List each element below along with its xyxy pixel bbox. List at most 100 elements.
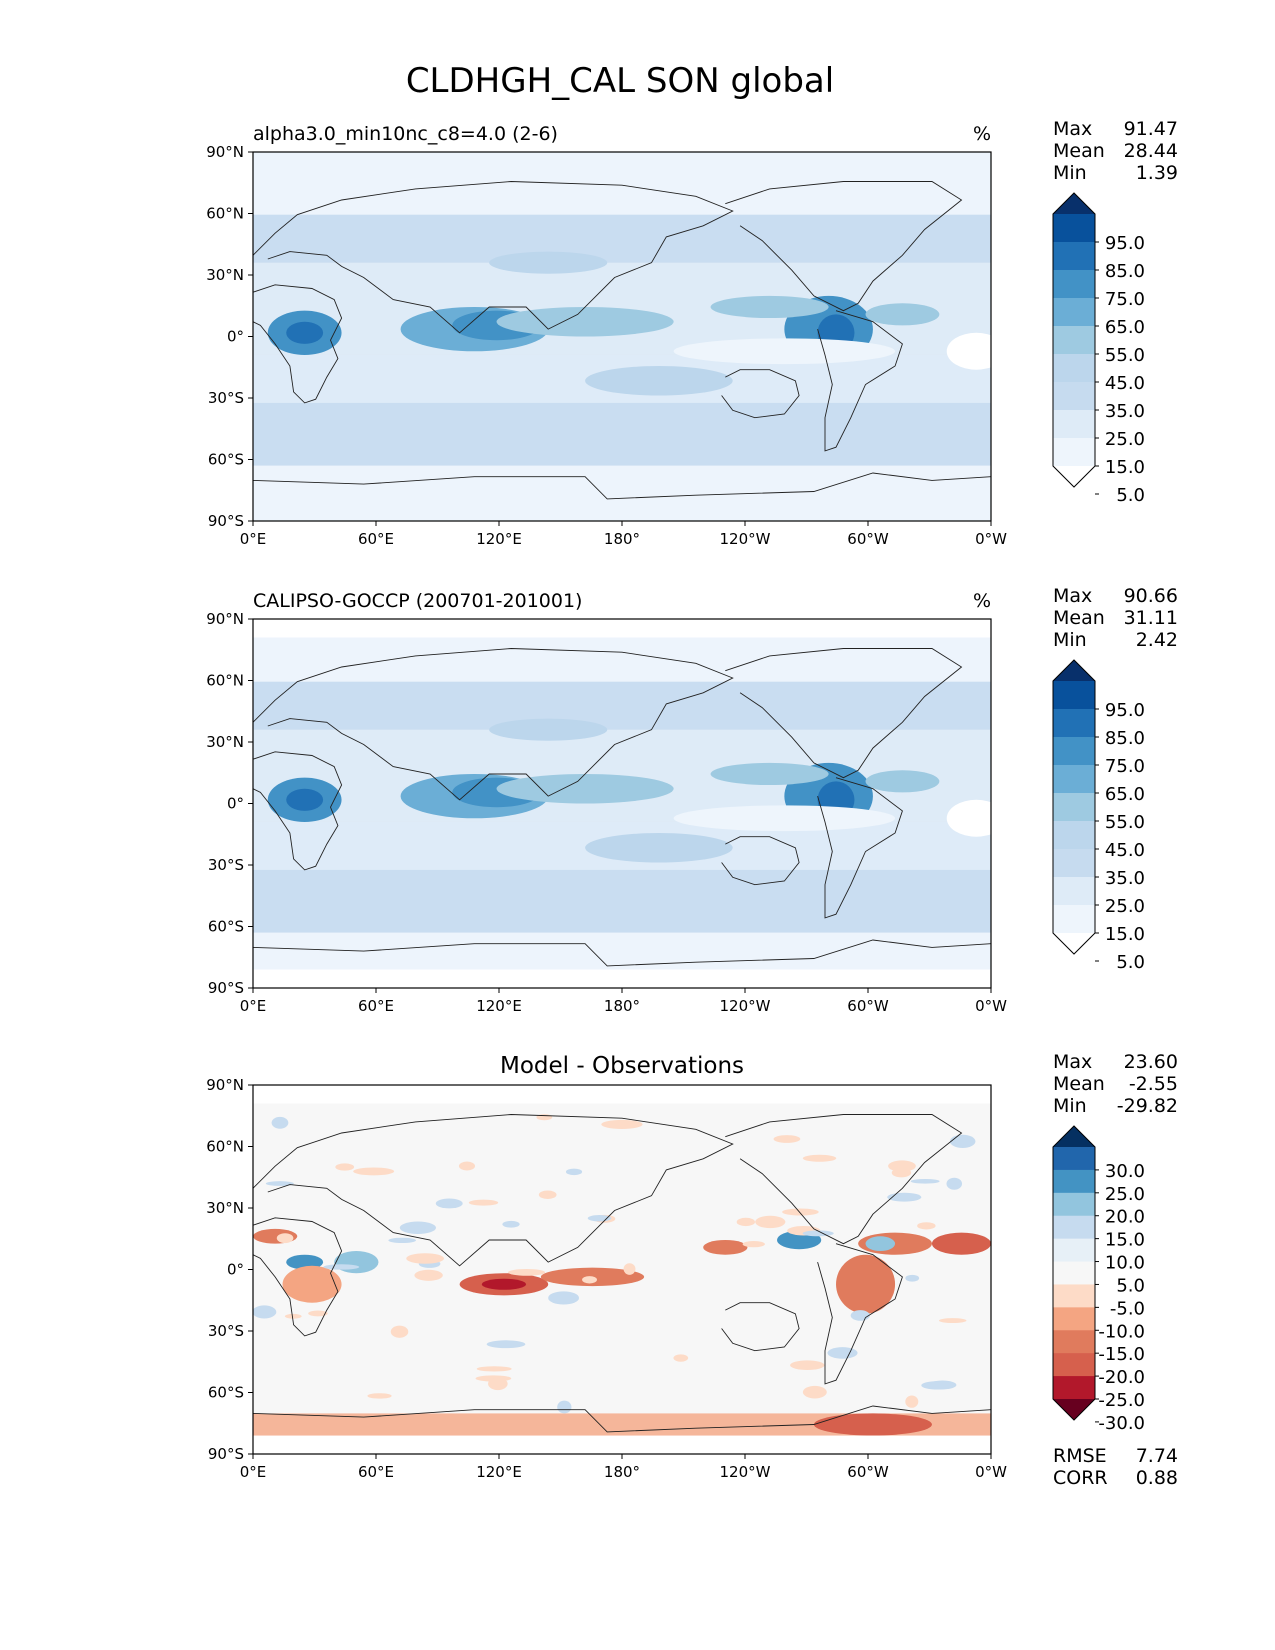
stat-value: 1.39 xyxy=(1136,162,1178,184)
stat-value: 31.11 xyxy=(1124,607,1178,629)
lon-tick-label: 0°W xyxy=(975,997,1007,1015)
colorbar-segment xyxy=(1053,765,1095,794)
lon-tick-label: 120°W xyxy=(720,530,771,548)
lat-tick-label: 90°S xyxy=(208,512,244,530)
stat-label: Min xyxy=(1053,629,1087,651)
units-label: % xyxy=(973,590,991,612)
coastline xyxy=(253,1217,343,1337)
footer-stat-label: CORR xyxy=(1053,1467,1108,1489)
colorbar-tick-label: 15.0 xyxy=(1105,1230,1145,1251)
lon-tick-label: 120°E xyxy=(476,997,522,1015)
colorbar-tick-label: 35.0 xyxy=(1105,401,1145,422)
lon-tick-label: 60°E xyxy=(358,530,394,548)
lon-tick-label: 120°E xyxy=(476,530,522,548)
colorbar-tick-label: 75.0 xyxy=(1105,289,1145,310)
coastline xyxy=(721,1302,800,1352)
colorbar-segment xyxy=(1053,681,1095,710)
lat-tick-label: 90°N xyxy=(206,610,244,628)
colorbar-tick-label: -30.0 xyxy=(1098,1413,1145,1434)
lat-tick-label: 30°N xyxy=(206,1199,244,1217)
lat-tick-label: 60°S xyxy=(208,451,244,469)
colorbar-tick-label: -15.0 xyxy=(1098,1344,1145,1365)
stat-value: 90.66 xyxy=(1124,585,1178,607)
lat-tick-label: 30°S xyxy=(208,1322,244,1340)
colorbar-tick-label: 45.0 xyxy=(1105,840,1145,861)
coastline xyxy=(817,310,903,452)
colorbar-segment xyxy=(1053,354,1095,383)
lat-tick-label: 60°S xyxy=(208,1384,244,1402)
colorbar-tick-label: -5.0 xyxy=(1110,1298,1145,1319)
coastline xyxy=(253,284,343,404)
colorbar-tick-label: 5.0 xyxy=(1116,952,1145,973)
colorbar-tick-label: 25.0 xyxy=(1105,896,1145,917)
lon-tick-label: 0°W xyxy=(975,530,1007,548)
colorbar-segment xyxy=(1053,438,1095,467)
colorbar-extend-min xyxy=(1053,466,1095,487)
coastline xyxy=(253,181,734,334)
colorbar-tick-label: 5.0 xyxy=(1116,485,1145,506)
stat-label: Mean xyxy=(1053,140,1105,162)
stat-value: 28.44 xyxy=(1124,140,1178,162)
coastline xyxy=(253,1405,991,1433)
colorbar-tick-label: -20.0 xyxy=(1098,1367,1145,1388)
panel-title: Model - Observations xyxy=(500,1053,744,1079)
colorbar-segment xyxy=(1053,1215,1095,1240)
lat-tick-label: 60°N xyxy=(206,205,244,223)
lon-tick-label: 0°W xyxy=(975,1463,1007,1481)
colorbar-tick-label: 35.0 xyxy=(1105,868,1145,889)
lon-tick-label: 120°W xyxy=(720,1463,771,1481)
colorbar-tick-label: 95.0 xyxy=(1105,233,1145,254)
lon-tick-label: 60°E xyxy=(358,997,394,1015)
lat-tick-label: 90°S xyxy=(208,979,244,997)
colorbar-segment xyxy=(1053,793,1095,822)
colorbar-tick-label: 95.0 xyxy=(1105,700,1145,721)
colorbar-tick-label: -10.0 xyxy=(1098,1321,1145,1342)
coastline xyxy=(725,181,963,312)
colorbar-tick-label: 20.0 xyxy=(1105,1207,1145,1228)
coastline xyxy=(253,1114,734,1267)
lon-tick-label: 0°E xyxy=(240,1463,267,1481)
stat-label: Mean xyxy=(1053,1073,1105,1095)
colorbar-segment xyxy=(1053,1192,1095,1217)
coastline xyxy=(253,648,734,801)
colorbar-tick-label: 85.0 xyxy=(1105,728,1145,749)
stat-label: Max xyxy=(1053,1051,1092,1073)
colorbar-segment xyxy=(1053,382,1095,411)
map-panel-2: CALIPSO-GOCCP (200701-201001) % 90°N 60°N 30… xyxy=(206,585,1178,1015)
lon-tick-label: 60°E xyxy=(358,1463,394,1481)
coastline xyxy=(725,1114,963,1245)
lat-tick-label: 90°N xyxy=(206,143,244,161)
coastline xyxy=(253,472,991,500)
colorbar-segment xyxy=(1053,877,1095,906)
lat-tick-label: 30°S xyxy=(208,856,244,874)
map-panel-3: Model - Observations 90°N 60°N 30°N 0° 30°S 60… xyxy=(206,1051,1178,1489)
colorbar-tick-label: 75.0 xyxy=(1105,756,1145,777)
colorbar-segment xyxy=(1053,1330,1095,1354)
colorbar: 95.0 85.0 75.0 65.0 55.0 45.0 35.0 25.0 15.0 5.0 xyxy=(1052,659,1145,973)
colorbar-segment xyxy=(1053,298,1095,327)
colorbar-tick-label: 55.0 xyxy=(1105,345,1145,366)
coastline xyxy=(817,777,903,919)
lat-tick-label: 60°N xyxy=(206,1138,244,1156)
colorbar-tick-label: 55.0 xyxy=(1105,812,1145,833)
colorbar-segment xyxy=(1053,270,1095,299)
colorbar-extend-max xyxy=(1053,660,1095,681)
colorbar-segment xyxy=(1053,737,1095,766)
colorbar-segment xyxy=(1053,242,1095,271)
lat-tick-label: 90°S xyxy=(208,1445,244,1463)
stat-label: Min xyxy=(1053,162,1087,184)
colorbar-extend-min xyxy=(1053,933,1095,954)
stat-value: -29.82 xyxy=(1117,1095,1178,1117)
colorbar-segment xyxy=(1053,1353,1095,1377)
lon-tick-label: 120°E xyxy=(476,1463,522,1481)
colorbar-tick-label: 10.0 xyxy=(1105,1253,1145,1274)
footer-stat-label: RMSE xyxy=(1053,1445,1107,1467)
colorbar-segment xyxy=(1053,849,1095,878)
stat-value: 91.47 xyxy=(1124,118,1178,140)
lat-tick-label: 30°N xyxy=(206,266,244,284)
colorbar-tick-label: 15.0 xyxy=(1105,924,1145,945)
colorbar: 30.025.020.015.010.05.0-5.0-10.0-15.0-20… xyxy=(1052,1125,1145,1434)
colorbar-tick-label: 25.0 xyxy=(1105,429,1145,450)
lat-tick-label: 0° xyxy=(227,328,244,346)
colorbar-segment xyxy=(1053,1307,1095,1331)
